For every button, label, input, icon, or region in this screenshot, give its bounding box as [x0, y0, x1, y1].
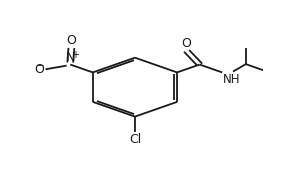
Text: N: N: [66, 51, 75, 64]
Text: O: O: [34, 63, 44, 76]
Text: +: +: [71, 50, 79, 60]
Text: O: O: [67, 34, 76, 47]
Text: −: −: [36, 61, 44, 71]
Text: O: O: [182, 36, 192, 49]
Text: NH: NH: [223, 73, 241, 86]
Text: Cl: Cl: [129, 133, 141, 146]
